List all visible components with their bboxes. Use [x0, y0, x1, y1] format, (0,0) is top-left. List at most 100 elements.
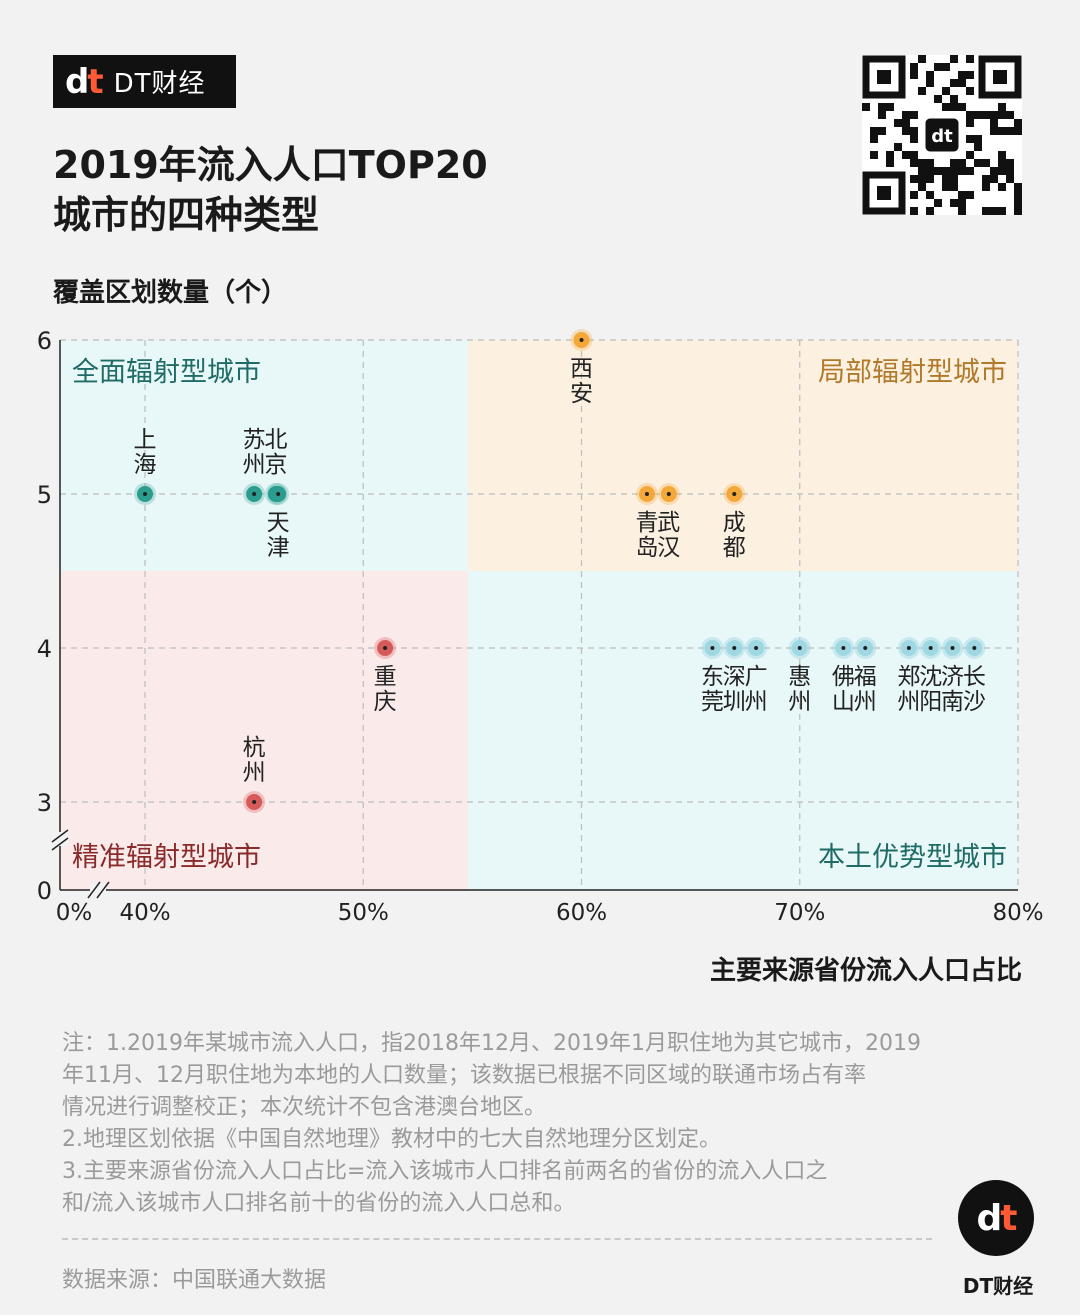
point-label: 州 — [788, 689, 811, 715]
x-axis-label: 主要来源省份流入人口占比 — [709, 956, 1022, 986]
data-point-center — [841, 646, 846, 650]
qr-cell — [910, 175, 918, 183]
point-label: 青 — [635, 510, 658, 536]
quadrant-bg-precise — [60, 571, 469, 890]
point-label: 惠 — [788, 664, 811, 690]
qr-cell — [870, 127, 878, 135]
qr-cell — [998, 103, 1006, 111]
point-label: 佛 — [832, 664, 855, 690]
footnote-3: 3.主要来源省份流入人口占比=流入该城市人口排名前两名的省份的流入人口之 和/流… — [62, 1159, 828, 1216]
brand-mark: dt — [65, 61, 104, 102]
qr-cell — [966, 55, 974, 63]
footer-logo-name: DT财经 — [962, 1274, 1034, 1298]
qr-cell — [990, 175, 998, 183]
footnote-2: 2.地理区划依据《中国自然地理》教材中的七大自然地理分区划定。 — [62, 1127, 721, 1152]
quadrant-bg-partial — [468, 340, 1018, 571]
point-label: 岛 — [635, 535, 658, 561]
qr-cell — [990, 127, 998, 135]
point-label: 海 — [134, 452, 157, 478]
point-label: 圳 — [723, 689, 746, 715]
qr-cell — [982, 159, 990, 167]
qr-cell — [918, 159, 926, 167]
qr-cell — [950, 175, 958, 183]
qr-cell — [966, 151, 974, 159]
point-label: 庆 — [374, 689, 397, 715]
qr-cell — [910, 127, 918, 135]
qr-cell — [942, 103, 950, 111]
qr-cell — [910, 135, 918, 143]
qr-cell — [934, 167, 942, 175]
qr-cell — [966, 135, 974, 143]
point-label: 上 — [134, 427, 157, 453]
quadrant-bg-full — [60, 340, 469, 571]
qr-cell — [990, 207, 998, 215]
qr-cell — [950, 103, 958, 111]
point-label: 郑 — [897, 664, 920, 690]
point-label: 汉 — [657, 535, 680, 561]
point-label: 北 — [264, 427, 287, 453]
qr-cell — [902, 111, 910, 119]
data-point-center — [732, 646, 737, 650]
qr-cell — [918, 175, 926, 183]
data-point-center — [928, 646, 933, 650]
qr-code-icon: dt — [862, 55, 1022, 215]
point-label: 福 — [854, 664, 877, 690]
qr-cell — [966, 119, 974, 127]
qr-cell — [1006, 159, 1014, 167]
qr-cell — [958, 207, 966, 215]
qr-cell — [958, 167, 966, 175]
qr-cell — [910, 159, 918, 167]
qr-cell — [862, 103, 870, 111]
qr-cell — [1006, 111, 1014, 119]
qr-cell — [918, 167, 926, 175]
qr-cell — [902, 127, 910, 135]
data-point-center — [252, 492, 257, 496]
point-label: 阳 — [919, 689, 942, 715]
qr-cell — [958, 191, 966, 199]
quadrant-label: 局部辐射型城市 — [818, 357, 1007, 388]
qr-cell — [950, 183, 958, 191]
data-point-center — [666, 492, 671, 496]
qr-cell — [910, 151, 918, 159]
data-source: 数据来源：中国联通大数据 — [62, 1268, 327, 1293]
data-point-center — [950, 646, 955, 650]
qr-cell — [910, 207, 918, 215]
x-tick-label: 50% — [338, 900, 389, 926]
qr-cell — [982, 111, 990, 119]
qr-cell — [1014, 191, 1022, 199]
brand-name: DT财经 — [113, 69, 206, 99]
qr-cell — [934, 199, 942, 207]
qr-cell — [942, 175, 950, 183]
qr-cell — [934, 63, 942, 71]
qr-cell — [1014, 119, 1022, 127]
footnotes: 注：1.2019年某城市流入人口，指2018年12月、2019年1月职住地为其它… — [62, 1028, 942, 1220]
qr-cell — [958, 159, 966, 167]
quadrant-label: 全面辐射型城市 — [72, 357, 261, 388]
quadrant-bg-local — [468, 571, 1018, 890]
qr-cell — [998, 207, 1006, 215]
qr-cell — [926, 71, 934, 79]
qr-cell — [894, 119, 902, 127]
point-label: 京 — [264, 452, 287, 478]
y-tick-label: 3 — [37, 789, 52, 817]
qr-cell — [958, 71, 966, 79]
point-label: 安 — [570, 381, 593, 407]
point-label: 津 — [267, 535, 290, 561]
point-label: 州 — [243, 452, 266, 478]
qr-cell — [974, 135, 982, 143]
qr-cell — [950, 95, 958, 103]
point-label: 州 — [745, 689, 768, 715]
qr-cell — [910, 71, 918, 79]
qr-cell — [1014, 127, 1022, 135]
qr-cell — [1006, 127, 1014, 135]
qr-cell — [942, 167, 950, 175]
qr-cell — [926, 207, 934, 215]
data-point-center — [754, 646, 759, 650]
y-axis-break — [51, 837, 69, 851]
data-point-center — [579, 338, 584, 342]
qr-cell — [926, 191, 934, 199]
qr-cell — [926, 159, 934, 167]
qr-cell — [910, 111, 918, 119]
qr-cell — [998, 159, 1006, 167]
